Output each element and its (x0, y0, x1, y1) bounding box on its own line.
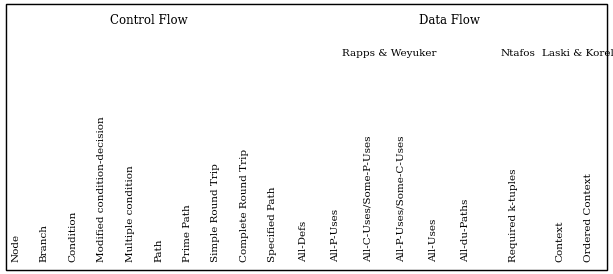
Bar (292, 4, 607, 37)
Text: Prime Path: Prime Path (183, 204, 192, 262)
Bar (487, 37, 550, 70)
Bar (6, 71, 35, 270)
Bar (292, 71, 324, 270)
Bar (120, 71, 149, 270)
Bar (149, 71, 177, 270)
Text: All-P-Uses: All-P-Uses (331, 209, 340, 262)
Text: All-Uses: All-Uses (429, 219, 438, 262)
Bar (177, 71, 206, 270)
Text: Required k-tuples: Required k-tuples (509, 169, 518, 262)
Bar (487, 71, 550, 270)
Text: Node: Node (12, 234, 20, 262)
Text: All-du-Paths: All-du-Paths (462, 199, 470, 262)
Text: Modified condition-decision: Modified condition-decision (97, 116, 106, 262)
Bar (63, 71, 92, 270)
Bar (389, 71, 422, 270)
Text: Data Flow: Data Flow (419, 14, 479, 27)
Bar (6, 37, 292, 70)
Bar (550, 37, 607, 70)
Text: Path: Path (154, 238, 163, 262)
Bar (357, 71, 389, 270)
Bar (454, 71, 487, 270)
Bar (422, 71, 454, 270)
Text: Simple Round Trip: Simple Round Trip (211, 163, 220, 262)
Text: Context: Context (555, 220, 564, 262)
Bar (550, 71, 578, 270)
Text: Branch: Branch (40, 224, 49, 262)
Bar (35, 71, 63, 270)
Bar (234, 71, 263, 270)
Text: Ntafos: Ntafos (501, 49, 536, 58)
Text: Ordered Context: Ordered Context (584, 173, 593, 262)
Bar (324, 71, 357, 270)
Text: All-Defs: All-Defs (299, 221, 308, 262)
Text: Complete Round Trip: Complete Round Trip (240, 149, 249, 262)
Text: Multiple condition: Multiple condition (126, 165, 134, 262)
Text: Specified Path: Specified Path (268, 186, 277, 262)
Bar (6, 4, 292, 37)
Bar (578, 71, 607, 270)
Text: Laski & Korel: Laski & Korel (543, 49, 613, 58)
Bar (206, 71, 234, 270)
Text: All-C-Uses/Some-P-Uses: All-C-Uses/Some-P-Uses (364, 135, 373, 262)
Text: Control Flow: Control Flow (110, 14, 188, 27)
Text: All-P-Uses/Some-C-Uses: All-P-Uses/Some-C-Uses (397, 135, 405, 262)
Bar (292, 37, 487, 70)
Bar (92, 71, 120, 270)
Text: Rapps & Weyuker: Rapps & Weyuker (342, 49, 436, 58)
Bar (263, 71, 291, 270)
Text: Condition: Condition (69, 210, 77, 262)
